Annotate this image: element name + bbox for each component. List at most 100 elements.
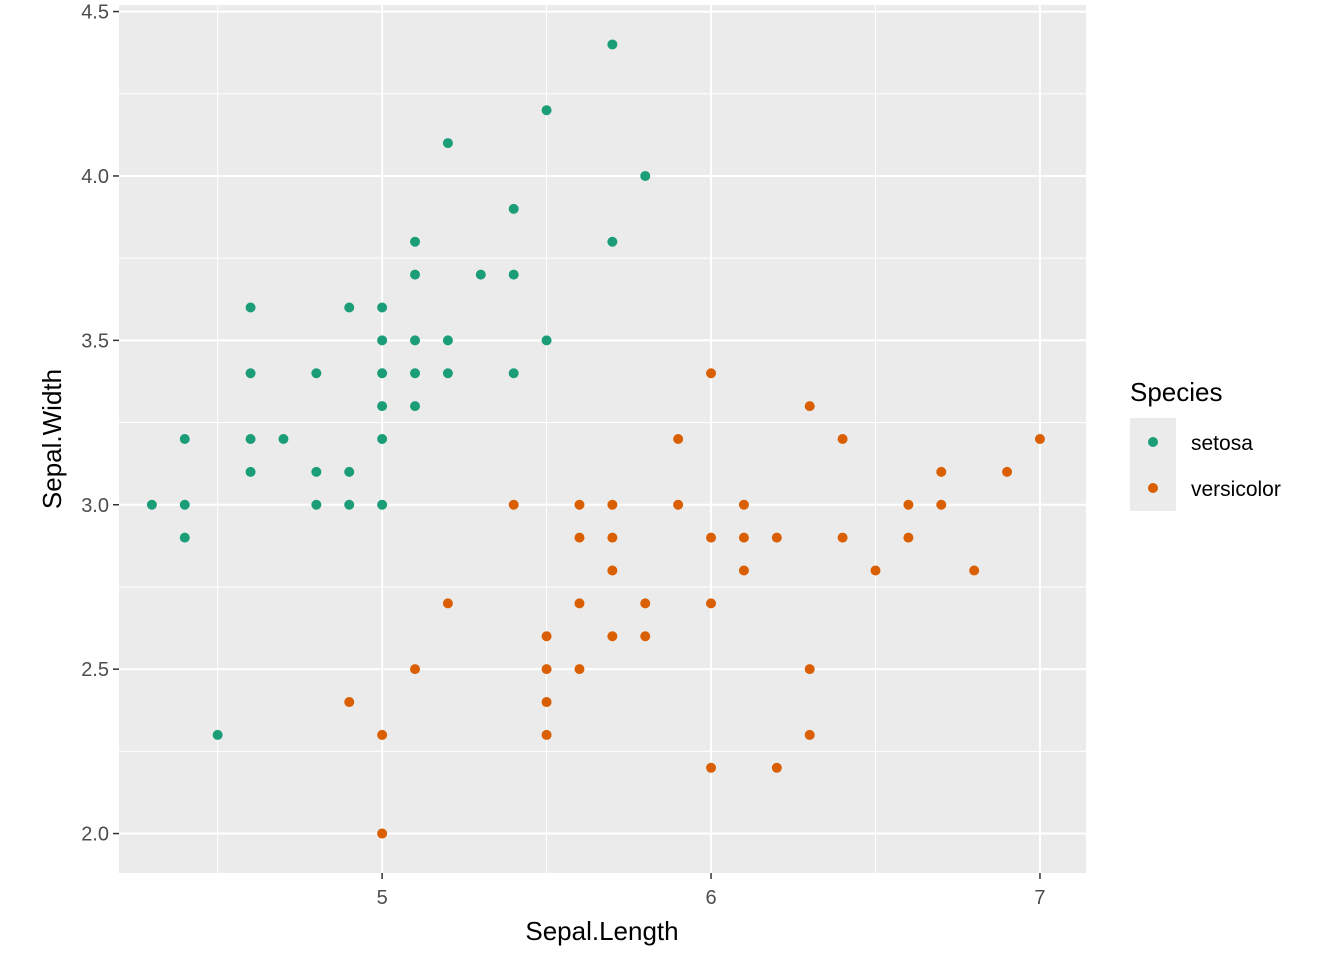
data-point-versicolor (903, 499, 914, 510)
data-point-versicolor (1034, 434, 1045, 444)
data-point-setosa (410, 368, 421, 379)
plot-panel (119, 5, 1086, 873)
y-tick-label: 2.0 (81, 824, 109, 846)
data-point-versicolor (508, 499, 519, 510)
data-point-setosa (377, 499, 388, 510)
data-point-setosa (541, 335, 552, 346)
data-point-versicolor (607, 499, 618, 510)
data-point-setosa (541, 105, 552, 116)
data-point-setosa (410, 236, 421, 247)
legend-entries: setosa versicolor (1130, 418, 1281, 511)
y-axis-title: Sepal.Width (37, 369, 67, 509)
data-point-setosa (377, 302, 388, 313)
data-point-versicolor (541, 631, 552, 642)
y-axis: 2.0 2.5 3.0 3.5 4.0 4.5 (81, 2, 119, 846)
data-point-setosa (475, 269, 486, 280)
data-point-setosa (442, 335, 453, 346)
data-point-versicolor (607, 532, 618, 543)
data-point-versicolor (706, 532, 717, 543)
legend-key-background (1130, 418, 1176, 511)
data-point-setosa (245, 434, 256, 444)
data-point-versicolor (870, 565, 881, 576)
data-point-versicolor (706, 598, 717, 609)
data-point-versicolor (804, 729, 815, 740)
data-point-setosa (607, 236, 618, 247)
data-point-versicolor (936, 499, 947, 510)
legend-key-versicolor (1148, 483, 1158, 493)
data-point-setosa (179, 532, 190, 543)
legend-label-versicolor: versicolor (1191, 478, 1281, 501)
data-point-setosa (410, 269, 421, 280)
data-point-setosa (442, 368, 453, 379)
data-point-versicolor (541, 664, 552, 675)
data-point-setosa (212, 729, 223, 740)
data-point-setosa (442, 138, 453, 149)
data-point-versicolor (410, 664, 421, 675)
data-point-versicolor (738, 499, 749, 510)
data-point-versicolor (804, 401, 815, 412)
data-point-versicolor (377, 729, 388, 740)
data-points (146, 39, 1045, 839)
data-point-setosa (179, 434, 190, 444)
data-point-versicolor (738, 532, 749, 543)
data-point-versicolor (903, 532, 914, 543)
legend: Species setosa versicolor (1130, 377, 1281, 511)
data-point-setosa (311, 466, 322, 477)
data-point-versicolor (771, 532, 782, 543)
data-point-setosa (377, 401, 388, 412)
data-point-versicolor (574, 598, 585, 609)
data-point-versicolor (640, 598, 651, 609)
y-tick-label: 4.5 (81, 2, 109, 24)
legend-label-setosa: setosa (1191, 432, 1253, 455)
y-tick-label: 3.0 (81, 495, 109, 517)
data-point-versicolor (574, 664, 585, 675)
data-point-versicolor (771, 762, 782, 773)
data-point-setosa (311, 368, 322, 379)
data-point-versicolor (541, 697, 552, 708)
data-point-setosa (410, 401, 421, 412)
y-tick-label: 2.5 (81, 659, 109, 681)
data-point-setosa (311, 499, 322, 510)
data-point-versicolor (804, 664, 815, 675)
data-point-versicolor (673, 499, 684, 510)
data-point-setosa (245, 368, 256, 379)
data-point-versicolor (640, 631, 651, 642)
data-point-setosa (146, 499, 157, 510)
data-point-versicolor (344, 697, 355, 708)
data-point-versicolor (574, 499, 585, 510)
data-point-versicolor (607, 565, 618, 576)
data-point-versicolor (377, 828, 388, 839)
x-tick-label: 7 (1034, 887, 1045, 909)
data-point-setosa (245, 466, 256, 477)
y-tick-label: 4.0 (81, 166, 109, 188)
data-point-versicolor (837, 434, 848, 444)
legend-title: Species (1130, 377, 1223, 407)
data-point-setosa (508, 203, 519, 214)
data-point-setosa (344, 466, 355, 477)
x-tick-label: 6 (705, 887, 716, 909)
y-tick-label: 3.5 (81, 330, 109, 352)
data-point-versicolor (574, 532, 585, 543)
x-axis-title: Sepal.Length (525, 916, 678, 946)
data-point-setosa (344, 302, 355, 313)
data-point-versicolor (706, 762, 717, 773)
data-point-versicolor (1002, 466, 1013, 477)
data-point-versicolor (541, 729, 552, 740)
data-point-setosa (377, 335, 388, 346)
x-tick-label: 5 (377, 887, 388, 909)
data-point-setosa (508, 368, 519, 379)
data-point-setosa (377, 434, 388, 444)
data-point-versicolor (442, 598, 453, 609)
data-point-versicolor (706, 368, 717, 379)
data-point-setosa (607, 39, 618, 50)
data-point-setosa (377, 368, 388, 379)
data-point-versicolor (936, 466, 947, 477)
data-point-versicolor (738, 565, 749, 576)
data-point-setosa (508, 269, 519, 280)
data-point-setosa (278, 434, 289, 444)
data-point-setosa (179, 499, 190, 510)
grid-lines (119, 5, 1086, 873)
data-point-versicolor (607, 631, 618, 642)
